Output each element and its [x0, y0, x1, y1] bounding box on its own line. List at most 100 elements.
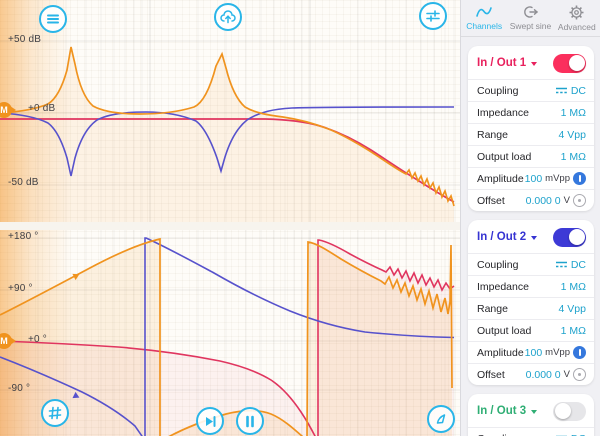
grid-icon	[48, 406, 62, 420]
mag-tick-plus50: +50 dB	[8, 34, 42, 45]
row-label: Coupling	[477, 433, 518, 436]
value-unit: V	[563, 369, 570, 380]
coupling-value[interactable]: DC	[555, 433, 586, 436]
output-load-value[interactable]: 1 MΩ	[561, 325, 586, 337]
value-text: 4 Vpp	[558, 302, 586, 315]
tab-label: Advanced	[557, 21, 596, 32]
sweep-direction-arrow-ch1	[72, 273, 80, 281]
pause-button[interactable]	[236, 407, 264, 435]
coupling-value[interactable]: DC	[555, 259, 586, 271]
cursor-button[interactable]	[427, 405, 455, 433]
value-unit: mVpp	[545, 347, 570, 358]
plot-canvas	[0, 0, 460, 436]
offset-value[interactable]: 0.000 0 V	[526, 369, 570, 381]
setting-row-range: Range 4 Vpp	[468, 297, 594, 319]
channel-enable-toggle[interactable]	[553, 53, 586, 73]
channel-header[interactable]: In / Out 3	[468, 394, 594, 427]
row-label: Coupling	[477, 258, 519, 271]
tab-swept-sine[interactable]: Swept sine	[507, 0, 553, 36]
main-menu-button[interactable]	[39, 5, 67, 33]
magnitude-reference-marker[interactable]: M	[0, 102, 16, 118]
setting-row-output-load: Output load 1 MΩ	[468, 319, 594, 341]
amplitude-value[interactable]: 100 mVpp	[525, 347, 570, 359]
single-sweep-button[interactable]	[196, 407, 224, 435]
cloud-upload-button[interactable]	[214, 3, 242, 31]
tab-channels[interactable]: Channels	[461, 0, 507, 36]
phase-ch1-fill	[0, 239, 452, 436]
dropdown-caret-icon	[531, 236, 538, 240]
value-unit: mVpp	[545, 173, 570, 184]
dropdown-caret-icon	[531, 62, 538, 66]
bode-plot-area[interactable]: +50 dB +0 dB -50 dB +180 ° +90 ° +0 ° -9…	[0, 0, 460, 436]
channel-enable-toggle[interactable]	[553, 227, 586, 247]
setting-row-amplitude: Amplitude 100 mVpp	[468, 341, 594, 363]
channel-title: In / Out 1	[477, 57, 527, 69]
value-text: 1 MΩ	[560, 280, 586, 293]
channel-header[interactable]: In / Out 2	[468, 220, 594, 253]
phase-ch2-trace	[0, 237, 455, 436]
setting-row-impedance: Impedance 1 MΩ	[468, 275, 594, 297]
dc-coupling-icon	[555, 261, 567, 268]
value-text: DC	[570, 258, 586, 271]
row-label: Output load	[477, 150, 532, 163]
offset-value[interactable]: 0.000 0 V	[526, 195, 570, 207]
coupling-value[interactable]: DC	[555, 85, 586, 97]
offset-dial-icon[interactable]	[573, 368, 586, 381]
sweep-arrow-icon	[524, 6, 539, 18]
level-indicator-icon[interactable]	[573, 172, 586, 185]
phase-tick-minus90: -90 °	[8, 383, 31, 394]
output-load-value[interactable]: 1 MΩ	[561, 151, 586, 163]
impedance-value[interactable]: 1 MΩ	[561, 281, 586, 293]
channel-card-2: In / Out 2 Coupling DC Impedance 1 MΩ	[468, 220, 594, 385]
channel-enable-toggle[interactable]	[553, 401, 586, 421]
sidebar-tabbar: Channels Swept sine	[461, 0, 600, 37]
row-label: Impedance	[477, 280, 529, 293]
marker-tail	[10, 337, 16, 345]
level-indicator-icon[interactable]	[573, 346, 586, 359]
value-text: DC	[570, 84, 586, 97]
setting-row-output-load: Output load 1 MΩ	[468, 145, 594, 167]
setting-row-coupling: Coupling DC	[468, 427, 594, 436]
value-unit: V	[563, 195, 570, 206]
impedance-value[interactable]: 1 MΩ	[561, 107, 586, 119]
tab-label: Swept sine	[509, 21, 552, 31]
menu-icon	[47, 14, 59, 24]
cloud-upload-icon	[220, 10, 236, 24]
value-text: 1 MΩ	[560, 150, 586, 163]
value-text: DC	[571, 433, 586, 436]
row-label: Range	[477, 128, 508, 141]
marker-pin: M	[0, 102, 12, 118]
channel-card-1: In / Out 1 Coupling DC Impedance 1 MΩ	[468, 46, 594, 211]
range-value[interactable]: 4 Vpp	[559, 303, 586, 315]
mag-tick-zero: +0 dB	[28, 103, 56, 114]
row-label: Amplitude	[477, 346, 524, 359]
phase-tick-plus180: +180 °	[8, 231, 39, 242]
grid-toggle-button[interactable]	[41, 399, 69, 427]
magnitude-ch1-trace	[0, 46, 455, 207]
mag-tick-minus50: -50 dB	[8, 177, 39, 188]
toggle-knob	[568, 229, 585, 245]
setting-row-range: Range 4 Vpp	[468, 123, 594, 145]
tab-advanced[interactable]: Advanced	[554, 0, 600, 36]
channel-title: In / Out 2	[477, 231, 527, 243]
setting-row-offset: Offset 0.000 0 V	[468, 363, 594, 385]
row-label: Output load	[477, 324, 532, 337]
phase-reference-marker[interactable]: M	[0, 333, 16, 349]
amplitude-value[interactable]: 100 mVpp	[525, 173, 570, 185]
setting-row-impedance: Impedance 1 MΩ	[468, 101, 594, 123]
magnitude-ch2-trace	[0, 106, 455, 177]
marker-tail	[10, 106, 16, 114]
setting-row-coupling: Coupling DC	[468, 253, 594, 275]
channel-header[interactable]: In / Out 1	[468, 46, 594, 79]
phase-math-trace	[0, 239, 455, 436]
row-label: Range	[477, 302, 508, 315]
display-settings-button[interactable]	[419, 2, 447, 30]
play-next-icon	[205, 415, 215, 427]
phase-math-fill	[0, 240, 454, 436]
toggle-knob	[554, 403, 571, 419]
value-text: 1 MΩ	[560, 324, 586, 337]
setting-row-offset: Offset 0.000 0 V	[468, 189, 594, 211]
dropdown-caret-icon	[531, 410, 538, 414]
offset-dial-icon[interactable]	[573, 194, 586, 207]
range-value[interactable]: 4 Vpp	[559, 129, 586, 141]
